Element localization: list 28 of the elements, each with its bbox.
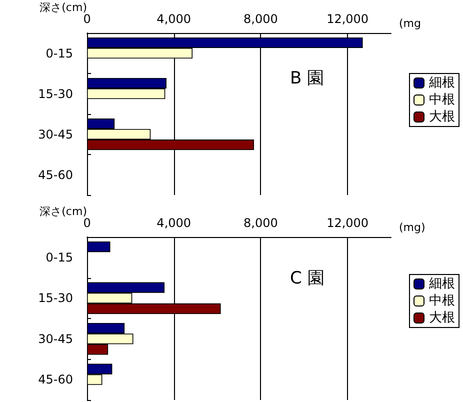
y-axis-title: 深さ(cm) xyxy=(40,205,87,218)
x-tick-label: 8,000 xyxy=(244,216,278,230)
legend-label: 中根 xyxy=(429,92,455,108)
annotation: B 園 xyxy=(290,68,324,88)
x-tick-label: 12,000 xyxy=(326,12,369,26)
y-tick-label: 45-60 xyxy=(38,168,73,182)
y-tick-label: 0-15 xyxy=(46,250,73,264)
legend-label: 中根 xyxy=(429,294,455,308)
y-tick-label: 0-15 xyxy=(46,46,73,60)
x-tick-label: 8,000 xyxy=(244,12,278,26)
annotation: C 園 xyxy=(290,268,324,288)
x-tick-label: 0 xyxy=(83,216,91,230)
y-axis-title: 深さ(cm) xyxy=(40,1,87,14)
y-tick-label: 45-60 xyxy=(38,372,73,387)
x-axis-title: (mg) xyxy=(399,221,426,234)
x-axis-title: (mg xyxy=(399,17,421,30)
legend-label: 細根 xyxy=(428,76,455,90)
y-tick-label: 30-45 xyxy=(38,127,73,142)
x-tick-label: 0 xyxy=(83,12,91,26)
y-tick-label: 30-45 xyxy=(38,332,73,346)
x-tick-label: 4,000 xyxy=(156,12,192,26)
legend-label: 大根 xyxy=(429,310,455,326)
legend-label: 細根 xyxy=(428,276,455,292)
legend-label: 大根 xyxy=(429,110,455,124)
x-tick-label: 12,000 xyxy=(326,216,369,230)
x-tick-label: 4,000 xyxy=(156,216,192,230)
y-tick-label: 15-30 xyxy=(38,86,73,101)
y-tick-label: 15-30 xyxy=(38,291,73,306)
